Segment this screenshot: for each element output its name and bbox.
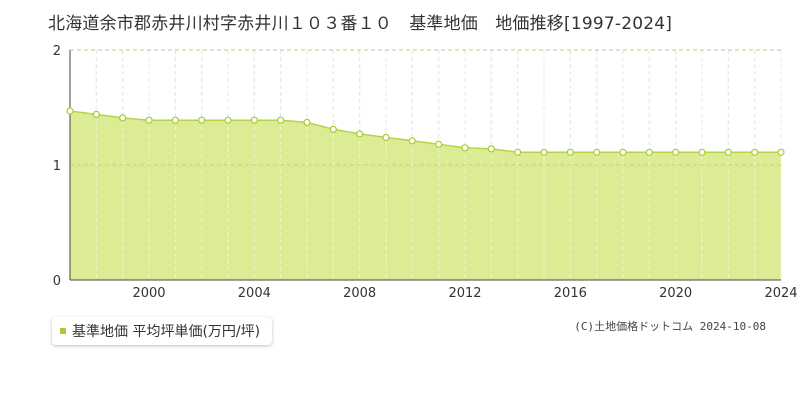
data-point <box>751 148 759 156</box>
data-point <box>566 148 574 156</box>
data-point <box>250 116 258 124</box>
data-point <box>356 130 364 138</box>
data-point <box>777 148 785 156</box>
data-point <box>408 137 416 145</box>
data-point <box>461 144 469 152</box>
data-point <box>92 110 100 119</box>
data-point <box>540 148 548 156</box>
data-point <box>698 148 706 156</box>
data-point <box>145 116 153 124</box>
data-point <box>593 148 601 156</box>
data-point <box>645 148 653 156</box>
data-point <box>672 148 680 156</box>
y-tick-label: 2 <box>53 44 61 59</box>
data-point <box>119 114 127 122</box>
x-tick-label: 2016 <box>554 286 587 301</box>
data-point <box>277 116 285 124</box>
area-chart: 2000 2004 2008 2012 2016 2020 2024 0 1 2 <box>53 44 798 301</box>
legend-label: 基準地価 平均坪単価(万円/坪) <box>72 324 261 340</box>
area-fill <box>70 111 781 280</box>
data-point <box>171 116 179 124</box>
x-tick-label: 2008 <box>343 286 376 301</box>
data-point <box>382 133 390 141</box>
series-line <box>69 110 781 154</box>
x-tick-label: 2004 <box>238 286 271 301</box>
legend: 基準地価 平均坪単価(万円/坪) <box>52 317 273 345</box>
x-tick-label: 2000 <box>132 286 165 301</box>
data-point <box>303 118 311 127</box>
data-point <box>198 116 206 124</box>
data-point <box>724 148 732 156</box>
grid-lines-overlay <box>70 49 782 280</box>
x-tick-label: 2024 <box>764 286 797 301</box>
x-tick-label: 2020 <box>659 286 692 301</box>
data-point <box>329 125 337 133</box>
chart-title: 北海道余市郡赤井川村字赤井川１０３番１０ 基準地価 地価推移[1997-2024… <box>48 14 673 34</box>
data-point <box>514 148 522 156</box>
legend-marker <box>60 328 66 334</box>
x-tick-label: 2012 <box>448 286 481 301</box>
axes <box>69 50 781 281</box>
copyright-credit: (C)土地価格ドットコム 2024-10-08 <box>574 320 766 333</box>
data-point <box>487 145 495 153</box>
data-point <box>435 140 443 148</box>
tick-labels: 2000 2004 2008 2012 2016 2020 2024 0 1 2 <box>53 44 798 301</box>
data-points <box>66 107 785 156</box>
data-point <box>224 116 232 124</box>
y-tick-label: 1 <box>53 159 61 174</box>
data-point <box>619 148 627 156</box>
y-tick-label: 0 <box>53 274 61 289</box>
data-point <box>66 107 74 115</box>
